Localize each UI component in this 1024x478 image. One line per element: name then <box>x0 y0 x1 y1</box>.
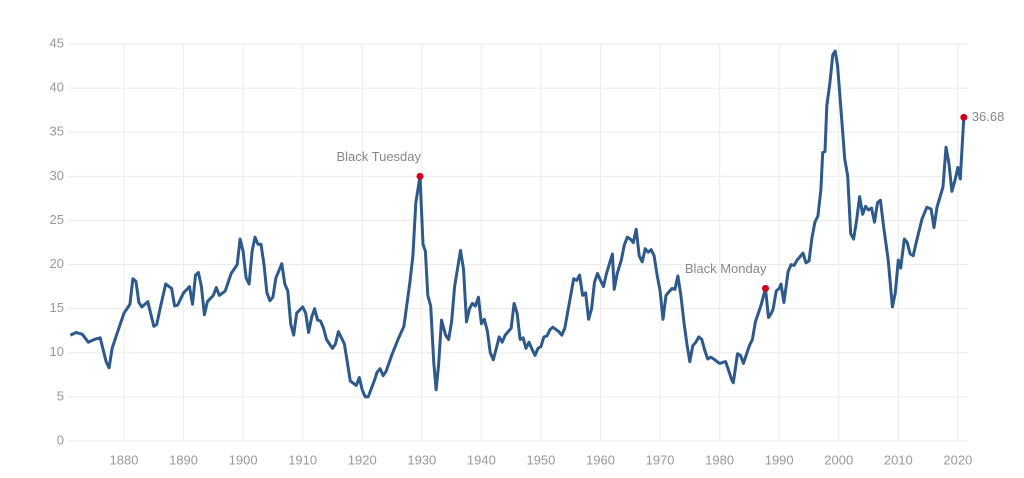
x-tick-label: 1940 <box>467 452 496 467</box>
x-tick-label: 1980 <box>705 452 734 467</box>
x-tick-label: 1990 <box>765 452 794 467</box>
x-tick-label: 2010 <box>884 452 913 467</box>
x-tick-label: 2020 <box>943 452 972 467</box>
x-tick-label: 1950 <box>526 452 555 467</box>
x-tick-label: 2000 <box>824 452 853 467</box>
annotation-label: Black Tuesday <box>336 149 421 164</box>
y-tick-label: 0 <box>57 432 64 447</box>
y-tick-label: 25 <box>50 212 64 227</box>
highlight-point <box>416 172 424 180</box>
y-tick-label: 20 <box>50 256 64 271</box>
highlight-point <box>960 113 968 121</box>
y-tick-label: 10 <box>50 344 64 359</box>
annotation-label: 36.68 <box>972 109 1005 124</box>
annotation-label: Black Monday <box>685 261 767 276</box>
x-tick-label: 1920 <box>348 452 377 467</box>
y-tick-label: 30 <box>50 168 64 183</box>
y-tick-label: 45 <box>50 35 64 50</box>
data-line <box>69 49 966 399</box>
y-tick-label: 40 <box>50 80 64 95</box>
x-tick-label: 1960 <box>586 452 615 467</box>
x-tick-label: 1970 <box>646 452 675 467</box>
y-tick-label: 35 <box>50 124 64 139</box>
x-tick-label: 1910 <box>288 452 317 467</box>
x-tick-label: 1930 <box>407 452 436 467</box>
y-tick-label: 15 <box>50 300 64 315</box>
highlight-point <box>761 284 769 292</box>
x-tick-label: 1890 <box>169 452 198 467</box>
x-tick-label: 1900 <box>229 452 258 467</box>
y-tick-label: 5 <box>57 388 64 403</box>
x-tick-label: 1880 <box>110 452 139 467</box>
